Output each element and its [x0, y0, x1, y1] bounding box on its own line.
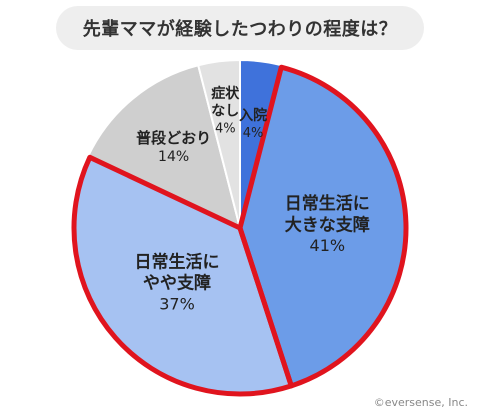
pie-highlights	[71, 64, 409, 397]
slice-category-label: 入院	[239, 107, 267, 124]
slice-category-label: なし	[211, 103, 239, 119]
chart-title: 先輩ママが経験したつわりの程度は？	[56, 6, 424, 50]
slice-value-label: 41%	[310, 236, 346, 255]
pie-slice-highlight	[237, 64, 409, 389]
slice-category-label: 日常生活に	[285, 193, 370, 214]
pie-slice	[197, 58, 241, 229]
slice-category-label: 症状	[211, 85, 240, 102]
slice-category-label: やや支障	[143, 273, 211, 294]
slice-category-label: 日常生活に	[135, 251, 220, 272]
slice-value-label: 14%	[158, 149, 189, 165]
pie-slice-highlight	[71, 154, 294, 397]
pie-slice	[86, 64, 242, 230]
slice-value-label: 4%	[215, 121, 236, 136]
pie-labels: 入院4%日常生活に大きな支障41%日常生活にやや支障37%普段どおり14%症状な…	[135, 85, 370, 313]
copyright-credit: ©eversense, Inc.	[373, 396, 468, 409]
slice-category-label: 大きな支障	[285, 214, 370, 235]
slice-value-label: 4%	[243, 126, 264, 141]
slice-value-label: 37%	[159, 294, 195, 313]
slice-category-label: 普段どおり	[136, 129, 211, 147]
